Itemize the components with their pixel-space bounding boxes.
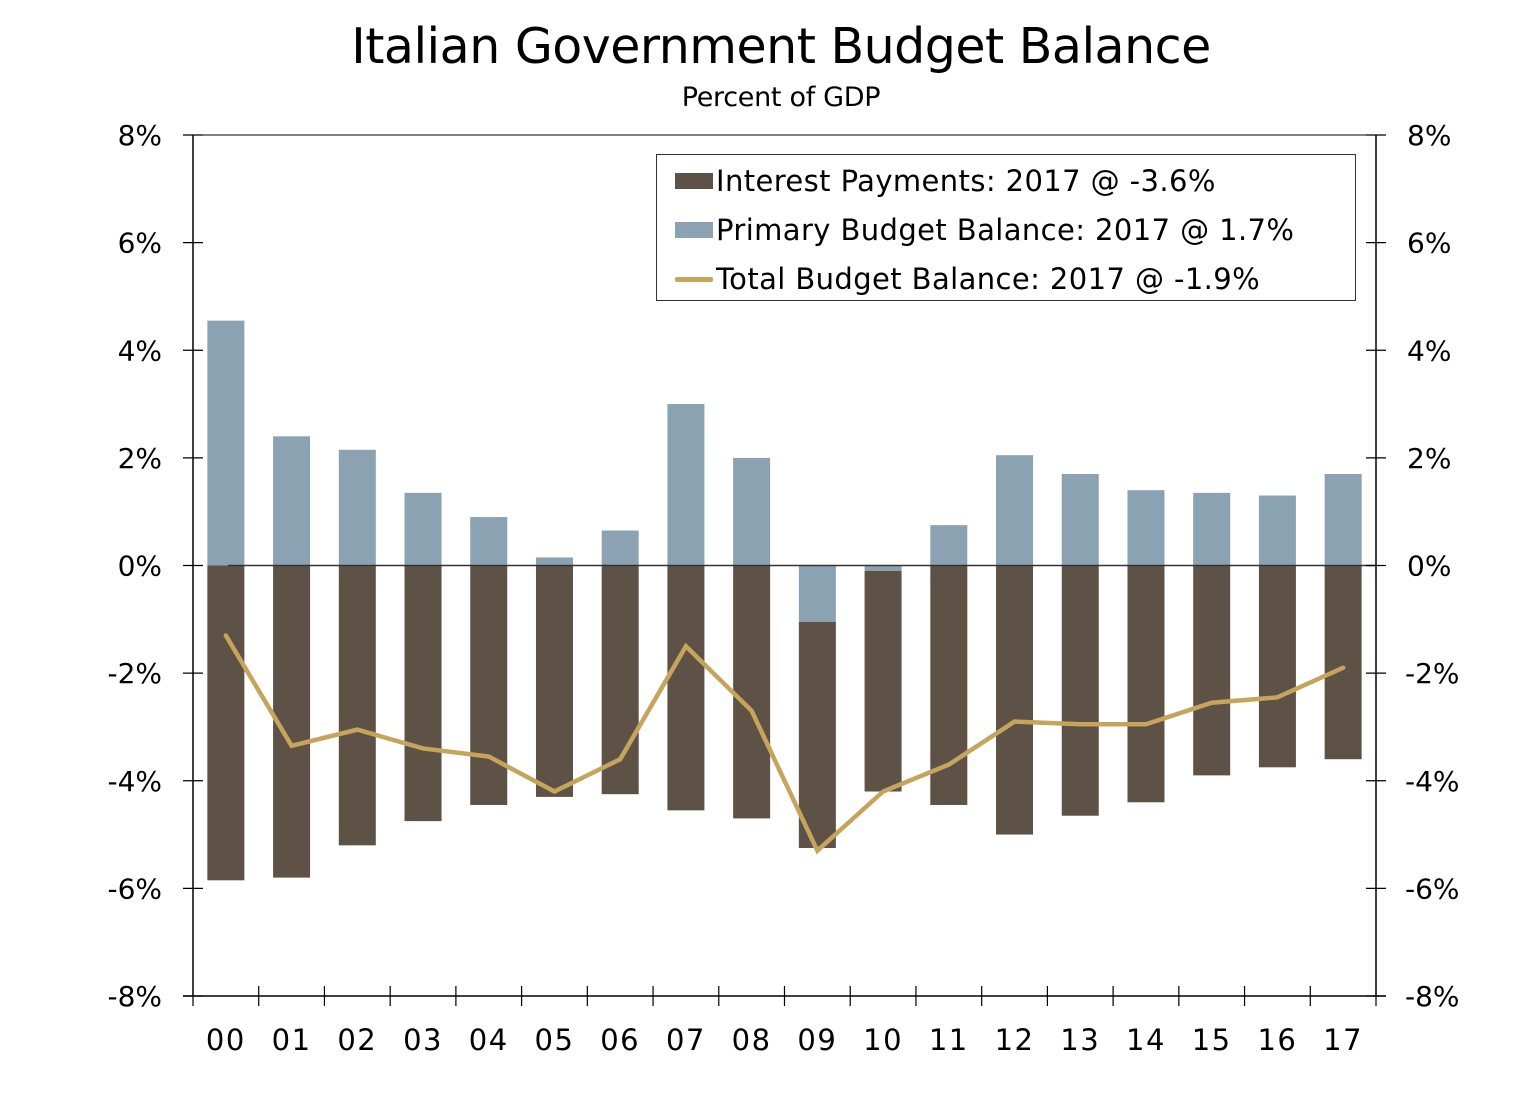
x-tick-label-05: 05 <box>535 1023 575 1057</box>
bar-primary-budget-balance-09 <box>798 565 836 623</box>
bar-primary-budget-balance-04 <box>470 517 508 566</box>
chart-subtitle: Percent of GDP <box>681 82 881 113</box>
bar-interest-payments-13 <box>1061 565 1099 816</box>
x-tick-label-03: 03 <box>403 1023 443 1057</box>
x-tick-label-17: 17 <box>1323 1023 1363 1057</box>
x-tick-label-14: 14 <box>1126 1023 1166 1057</box>
bar-primary-budget-balance-02 <box>338 449 376 566</box>
legend-item-total-budget-balance: Total Budget Balance: 2017 @ -1.9% <box>675 259 1260 299</box>
x-tick-label-08: 08 <box>732 1023 772 1057</box>
x-tick-label-04: 04 <box>469 1023 509 1057</box>
y-tick-label-left: 8% <box>118 119 162 152</box>
bar-interest-payments-16 <box>1258 565 1296 768</box>
bar-interest-payments-14 <box>1127 565 1165 803</box>
y-tick-label-right: -4% <box>1405 765 1460 798</box>
legend-label-total-budget-balance: Total Budget Balance: 2017 @ -1.9% <box>716 262 1261 296</box>
bar-primary-budget-balance-13 <box>1061 474 1099 566</box>
x-tick-label-12: 12 <box>995 1023 1035 1057</box>
bar-interest-payments-00 <box>207 565 245 881</box>
legend-item-interest-payments: Interest Payments: 2017 @ -3.6% <box>675 161 1216 201</box>
x-tick-label-07: 07 <box>666 1023 706 1057</box>
legend-item-primary-budget-balance: Primary Budget Balance: 2017 @ 1.7% <box>675 210 1294 250</box>
legend-swatch-total-budget-balance <box>675 276 713 282</box>
x-tick-label-11: 11 <box>929 1023 969 1057</box>
bar-interest-payments-03 <box>404 565 442 822</box>
y-tick-label-right: -6% <box>1405 872 1460 905</box>
y-tick-label-left: 4% <box>118 334 162 367</box>
bar-primary-budget-balance-05 <box>535 557 573 566</box>
bars-layer <box>207 320 1362 881</box>
bar-interest-payments-05 <box>535 565 573 797</box>
x-tick-label-16: 16 <box>1257 1023 1297 1057</box>
legend-label-interest-payments: Interest Payments: 2017 @ -3.6% <box>716 164 1216 198</box>
bar-primary-budget-balance-03 <box>404 492 442 566</box>
bar-primary-budget-balance-07 <box>667 404 705 566</box>
bar-interest-payments-04 <box>470 565 508 805</box>
bar-primary-budget-balance-15 <box>1193 492 1231 566</box>
bar-primary-budget-balance-17 <box>1324 474 1362 566</box>
x-tick-label-02: 02 <box>337 1023 377 1057</box>
legend-swatch-interest-payments <box>675 173 713 189</box>
y-tick-label-left: 0% <box>118 550 162 583</box>
y-tick-label-left: -2% <box>107 657 162 690</box>
x-tick-label-10: 10 <box>863 1023 903 1057</box>
y-tick-label-right: 6% <box>1407 227 1451 260</box>
y-tick-label-right: 4% <box>1407 334 1451 367</box>
y-tick-label-left: -4% <box>107 765 162 798</box>
x-tick-label-01: 01 <box>272 1023 312 1057</box>
bar-primary-budget-balance-06 <box>601 530 639 566</box>
bar-interest-payments-17 <box>1324 565 1362 760</box>
bar-primary-budget-balance-11 <box>930 525 968 566</box>
bar-interest-payments-10 <box>864 570 902 792</box>
x-tick-label-09: 09 <box>797 1023 837 1057</box>
x-tick-label-06: 06 <box>600 1023 640 1057</box>
chart-title: Italian Government Budget Balance <box>351 18 1211 75</box>
bar-interest-payments-07 <box>667 565 705 811</box>
bar-primary-budget-balance-14 <box>1127 490 1165 566</box>
y-tick-label-left: 6% <box>118 227 162 260</box>
y-tick-label-left: -8% <box>107 980 162 1013</box>
x-tick-label-13: 13 <box>1060 1023 1100 1057</box>
x-tick-label-00: 00 <box>206 1023 246 1057</box>
bar-interest-payments-08 <box>733 565 771 819</box>
y-tick-label-right: -2% <box>1405 657 1460 690</box>
bar-primary-budget-balance-12 <box>996 455 1034 566</box>
bar-interest-payments-15 <box>1193 565 1231 776</box>
y-tick-label-right: 0% <box>1407 550 1451 583</box>
line-total-budget-balance <box>223 633 1346 855</box>
legend-swatch-primary-budget-balance <box>675 222 713 238</box>
bar-primary-budget-balance-00 <box>207 320 245 566</box>
bar-primary-budget-balance-01 <box>273 436 311 566</box>
y-tick-label-right: 2% <box>1407 442 1451 475</box>
bar-primary-budget-balance-16 <box>1258 495 1296 566</box>
bar-primary-budget-balance-10 <box>864 565 902 571</box>
bar-interest-payments-02 <box>338 565 376 846</box>
line-layer <box>223 633 1346 855</box>
legend: Interest Payments: 2017 @ -3.6% Primary … <box>656 154 1356 301</box>
axes-layer: 8% 6% 4% 2% 0% -2% -4% -6% -8% 8% 6% 4% 2% 0% -2% -4% -6… <box>107 119 1459 1057</box>
bar-interest-payments-09 <box>798 622 836 849</box>
y-tick-label-left: -6% <box>107 872 162 905</box>
y-tick-label-left: 2% <box>118 442 162 475</box>
x-tick-label-15: 15 <box>1192 1023 1232 1057</box>
y-tick-label-right: -8% <box>1405 980 1460 1013</box>
bar-primary-budget-balance-08 <box>733 457 771 566</box>
y-tick-label-right: 8% <box>1407 119 1451 152</box>
legend-label-primary-budget-balance: Primary Budget Balance: 2017 @ 1.7% <box>716 213 1295 247</box>
bar-interest-payments-12 <box>996 565 1034 835</box>
